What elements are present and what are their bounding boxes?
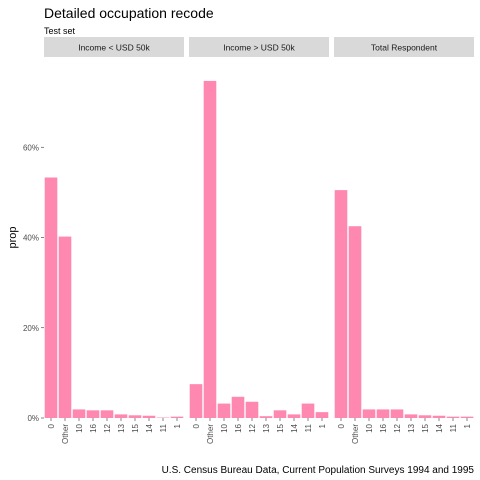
bar [86,410,100,418]
bar [376,409,390,418]
y-tick-label: 60% [23,143,39,152]
x-tick-label: 10 [75,423,84,432]
bar [170,416,184,418]
bar [315,412,329,418]
x-tick-label: 1 [463,423,472,428]
bar [231,396,245,418]
chart-caption: U.S. Census Bureau Data, Current Populat… [161,465,474,476]
y-tick-label: 40% [23,234,39,243]
x-tick-label: 14 [435,423,444,432]
bar [432,415,446,418]
x-tick-label: 14 [290,423,299,432]
bar [114,414,128,418]
bar [142,415,156,418]
x-tick-label: 14 [145,423,154,432]
x-tick-label: Other [61,424,70,444]
x-tick-label: 1 [318,423,327,428]
bar [245,401,259,418]
facet-strip [44,37,184,57]
x-tick-label: 1 [173,423,182,428]
facet-strip-label: Total Respondent [371,43,438,53]
x-tick-label: Other [206,424,215,444]
bar [404,414,418,418]
x-tick-label: 0 [47,423,56,428]
x-tick-label: 11 [304,423,313,432]
x-tick-label: 11 [159,423,168,432]
x-tick-label: Other [351,424,360,444]
bar [446,416,460,418]
bar [460,416,474,418]
x-tick-label: 11 [449,423,458,432]
bar [390,409,404,418]
x-tick-label: 12 [103,423,112,432]
x-tick-label: 0 [192,423,201,428]
facet-strip-label: Income < USD 50k [78,43,150,53]
y-tick-label: 20% [23,324,39,333]
bar [287,414,301,418]
bar [44,177,58,418]
x-tick-label: 15 [276,423,285,432]
x-tick-label: 12 [393,423,402,432]
facet-strip [189,37,329,57]
chart-subtitle: Test set [44,26,76,36]
bar [217,403,231,418]
y-tick-label: 0% [27,414,39,423]
bar [189,384,203,418]
x-tick-label: 10 [365,423,374,432]
x-tick-label: 16 [234,423,243,432]
x-tick-label: 16 [89,423,98,432]
x-tick-label: 12 [248,423,257,432]
x-tick-label: 13 [407,423,416,432]
x-tick-label: 16 [379,423,388,432]
bar [100,410,114,418]
bar [259,416,273,418]
x-tick-label: 13 [262,423,271,432]
facet-strip-label: Income > USD 50k [223,43,295,53]
bar [348,226,362,418]
chart-title: Detailed occupation recode [44,5,214,21]
y-axis-title: prop [7,226,19,248]
x-tick-label: 10 [220,423,229,432]
bar [334,190,348,418]
x-tick-label: 0 [337,423,346,428]
bar [273,410,287,418]
bar [203,80,217,418]
bar [418,415,432,418]
bar [128,415,142,418]
x-tick-label: 13 [117,423,126,432]
facet-strip [334,37,474,57]
bar [301,403,315,418]
bar [362,409,376,418]
x-tick-label: 15 [131,423,140,432]
x-tick-label: 15 [421,423,430,432]
bar [58,236,72,418]
bar [72,409,86,418]
